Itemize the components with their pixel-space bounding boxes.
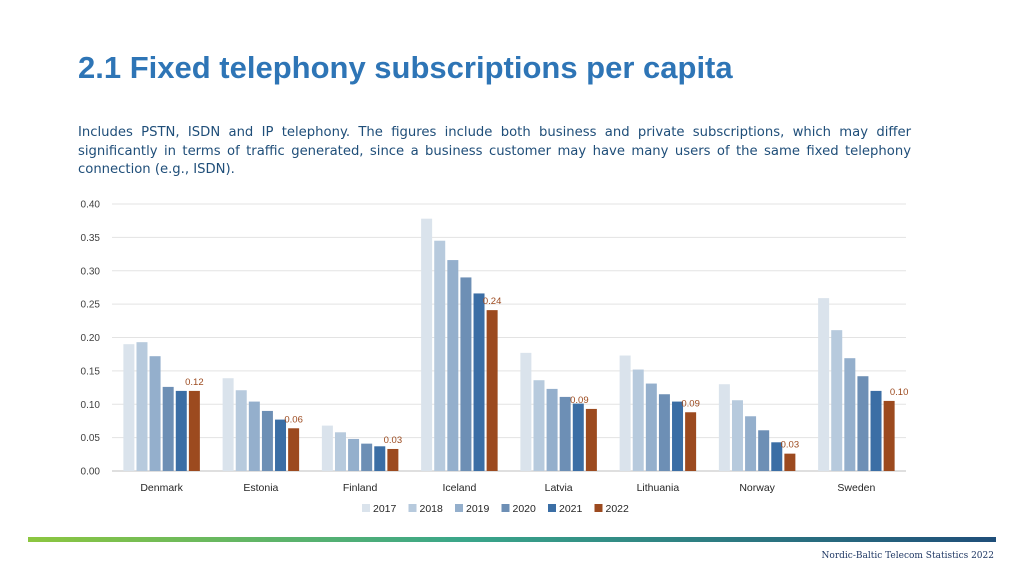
x-category-label: Latvia [545,482,573,494]
bar-sweden-2018 [831,330,843,471]
y-tick-label: 0.10 [81,400,101,411]
y-tick-label: 0.20 [81,333,101,344]
bar-lithuania-2022 [685,412,697,471]
x-category-label: Norway [739,482,775,494]
bar-norway-2021 [771,442,783,471]
bar-iceland-2020 [460,277,472,471]
bar-iceland-2021 [473,293,485,471]
x-category-label: Finland [343,482,378,494]
bar-denmark-2021 [175,390,187,471]
page-title: 2.1 Fixed telephony subscriptions per ca… [78,50,733,85]
legend-swatch-2018 [408,504,417,512]
y-tick-label: 0.40 [81,200,101,211]
bar-finland-2021 [374,446,386,471]
bar-finland-2017 [321,425,333,471]
bar-estonia-2019 [248,401,260,471]
bar-norway-2020 [758,430,770,471]
bar-iceland-2018 [434,240,446,471]
x-category-label: Denmark [140,482,183,494]
bar-iceland-2022 [486,310,498,471]
bar-denmark-2020 [162,386,174,471]
legend-swatch-2017 [362,504,370,512]
bar-sweden-2020 [857,376,869,471]
data-label-norway: 0.03 [781,440,800,451]
bar-denmark-2018 [136,342,148,471]
bar-latvia-2017 [520,352,532,471]
bar-iceland-2019 [447,260,459,471]
legend-label-2022: 2022 [606,503,630,515]
bar-finland-2019 [348,438,360,471]
bar-lithuania-2021 [672,401,684,471]
legend-swatch-2022 [594,504,603,512]
bar-latvia-2022 [585,408,597,471]
y-tick-label: 0.35 [81,233,101,244]
footer-divider [28,537,996,542]
bar-denmark-2017 [123,344,135,471]
bar-iceland-2017 [421,218,433,471]
bar-lithuania-2018 [632,369,644,471]
chart-description: Includes PSTN, ISDN and IP telephony. Th… [78,125,911,178]
data-label-lithuania: 0.09 [681,398,700,409]
bar-denmark-2019 [149,356,161,471]
bar-latvia-2020 [559,396,571,471]
legend-label-2018: 2018 [420,503,444,515]
bar-estonia-2021 [275,419,287,471]
bar-sweden-2022 [883,400,895,471]
data-label-sweden: 0.10 [890,387,909,398]
data-label-estonia: 0.06 [284,414,303,425]
x-category-label: Iceland [442,482,476,494]
x-category-label: Sweden [837,482,875,494]
bar-finland-2018 [334,432,346,471]
bar-finland-2022 [387,448,399,471]
legend-swatch-2019 [455,504,463,512]
bar-estonia-2020 [261,410,273,471]
bar-norway-2022 [784,453,796,471]
footer-source: Nordic-Baltic Telecom Statistics 2022 [821,551,994,561]
y-tick-label: 0.25 [81,300,101,311]
y-tick-label: 0.30 [81,266,101,277]
bar-sweden-2019 [844,358,856,471]
data-label-finland: 0.03 [384,435,403,446]
legend-swatch-2021 [548,504,556,512]
x-category-label: Estonia [243,482,278,494]
bar-finland-2020 [361,443,373,471]
bar-chart: 0.00 0.05 0.10 0.15 0.20 0.25 0.30 0.35 0.40 Denm… [81,200,909,516]
bar-latvia-2018 [533,380,545,471]
x-category-label: Lithuania [637,482,680,494]
bar-lithuania-2017 [619,355,631,471]
legend-swatch-2020 [501,504,510,512]
legend-label-2021: 2021 [559,503,583,515]
y-tick-label: 0.05 [81,433,101,444]
data-label-denmark: 0.12 [185,377,204,388]
legend-label-2020: 2020 [513,503,537,515]
bar-sweden-2017 [818,298,830,471]
bar-denmark-2022 [188,390,200,471]
data-label-iceland: 0.24 [483,296,502,307]
legend-label-2017: 2017 [373,503,397,515]
bar-lithuania-2020 [658,394,670,471]
bar-sweden-2021 [870,390,882,471]
bar-norway-2019 [745,416,757,471]
bar-latvia-2019 [546,388,558,471]
bar-lithuania-2019 [645,383,657,471]
bar-norway-2017 [718,384,730,471]
bar-estonia-2022 [288,428,300,471]
bar-estonia-2017 [222,378,234,471]
y-tick-label: 0.15 [81,366,101,377]
y-tick-label: 0.00 [81,467,101,478]
bar-latvia-2021 [572,403,584,471]
bar-norway-2018 [731,400,743,471]
data-label-latvia: 0.09 [570,395,589,406]
bar-estonia-2018 [235,390,247,471]
legend-label-2019: 2019 [466,503,490,515]
